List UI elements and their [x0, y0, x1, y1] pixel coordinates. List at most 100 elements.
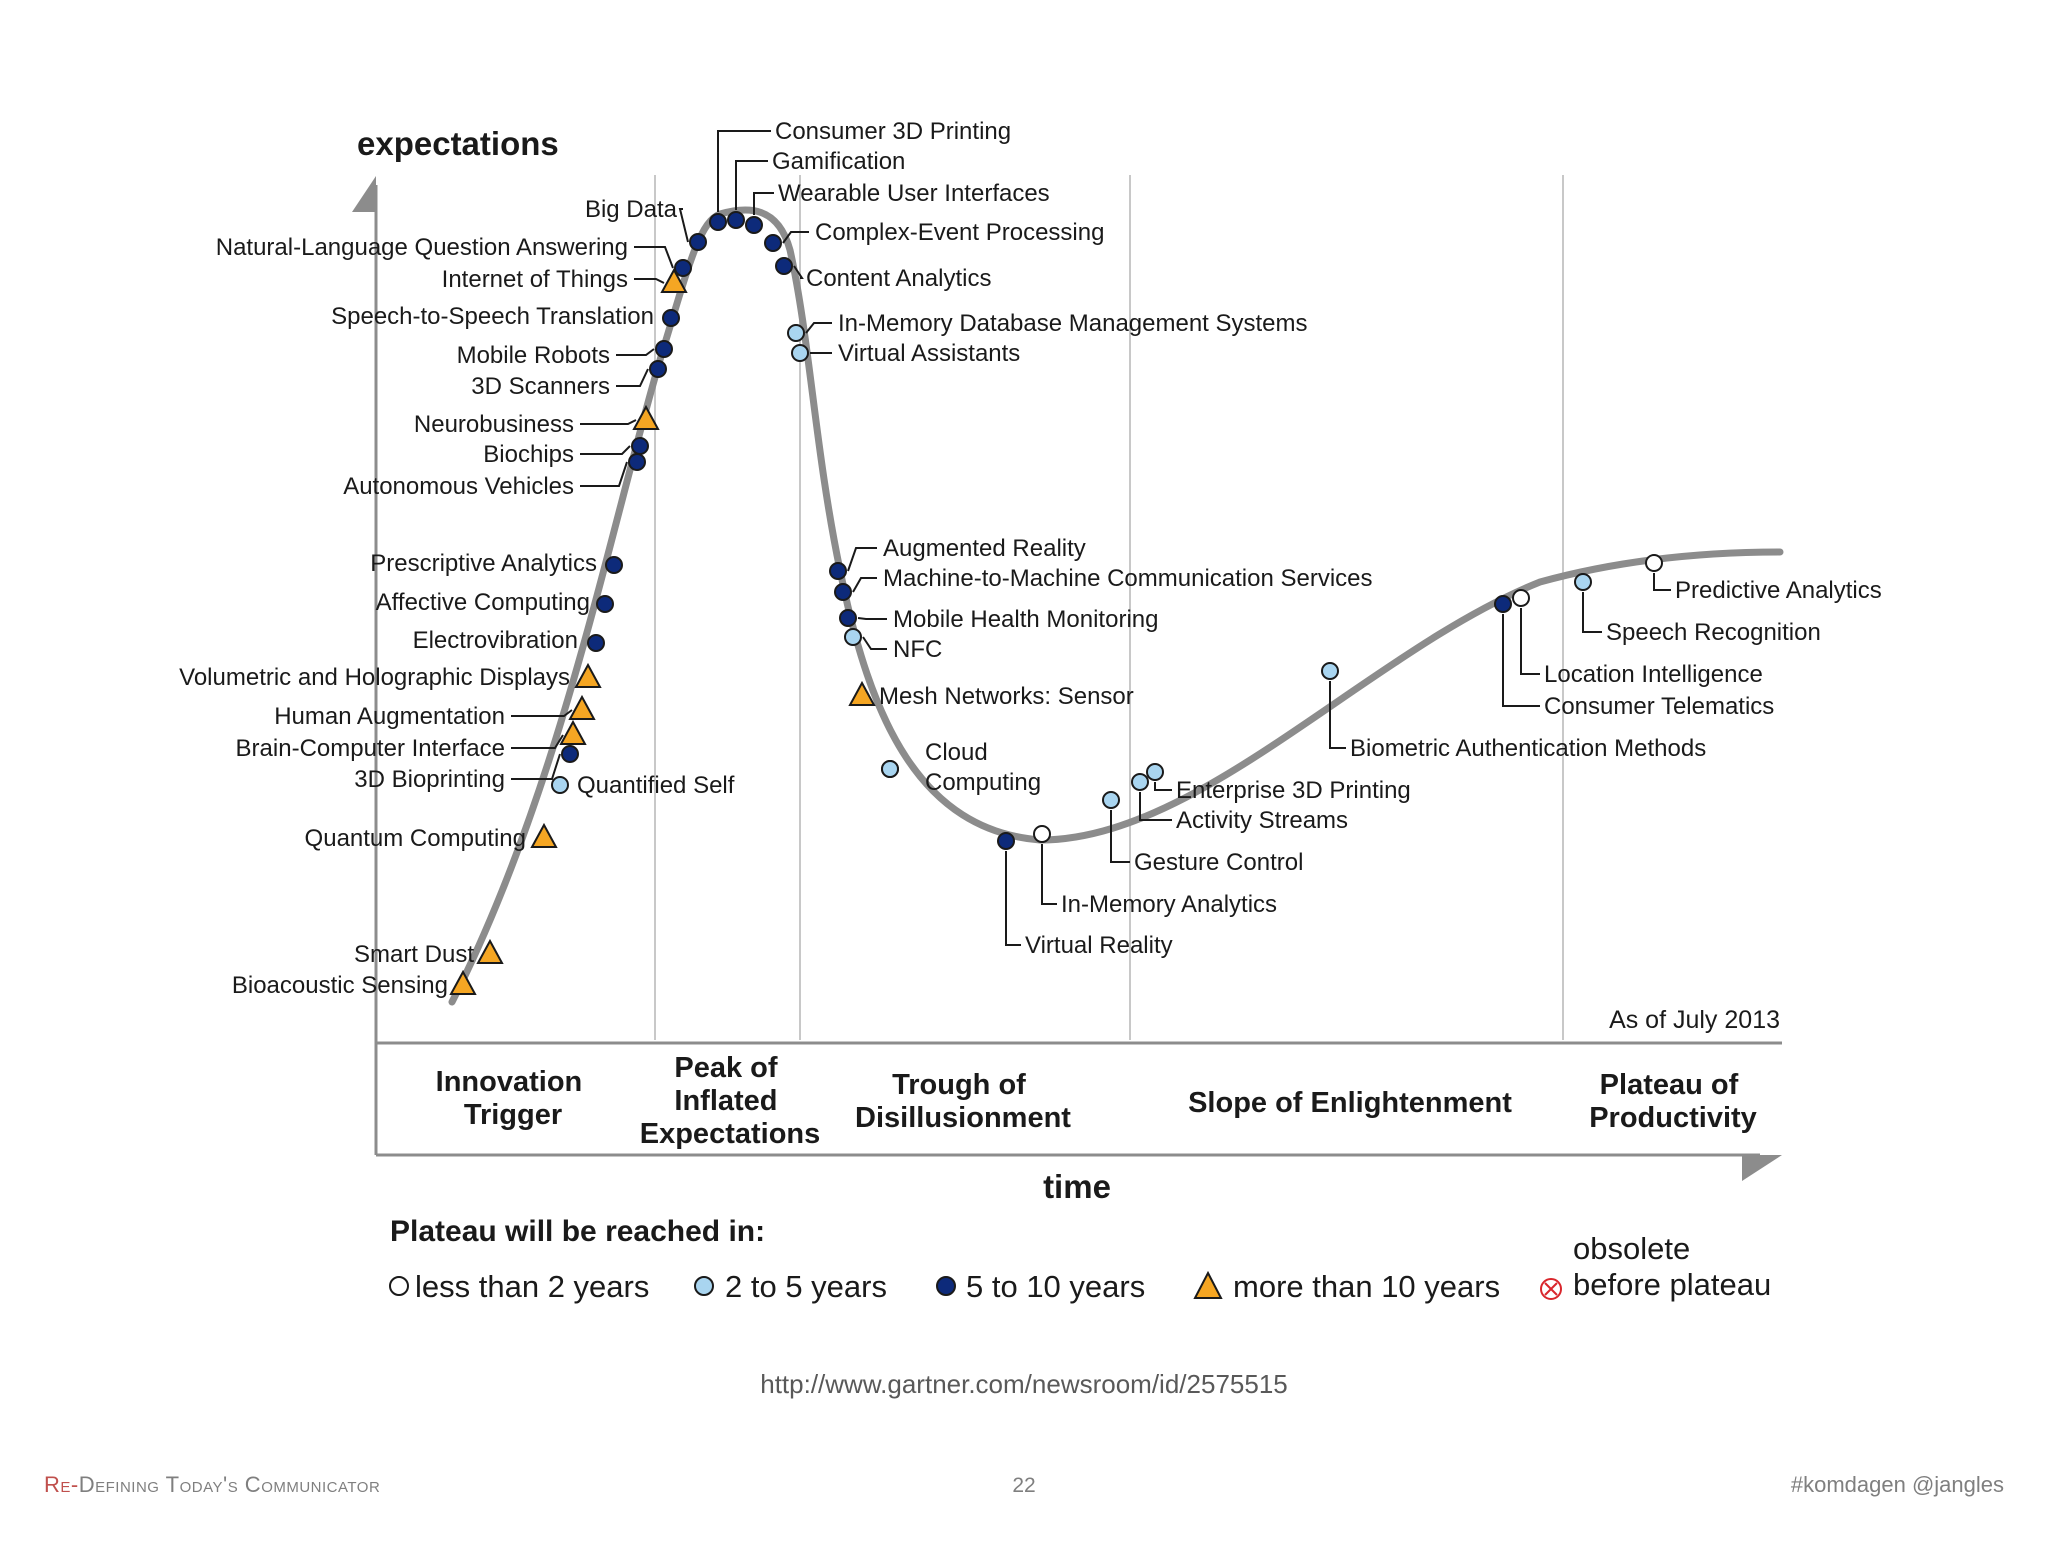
- legend-item-2-to-5-years: 2 to 5 years: [694, 1269, 887, 1304]
- orange-triangle-icon: [1193, 1270, 1223, 1299]
- tech-quantified-self: Quantified Self: [551, 772, 735, 799]
- tech-consumer-3d-printing: Consumer 3D Printing: [709, 118, 1011, 231]
- tech-label: Quantified Self: [577, 772, 735, 799]
- tech-virtual-assistants: Virtual Assistants: [791, 340, 1020, 367]
- orange-triangle-icon: [660, 267, 688, 293]
- light-blue-circle-icon: [787, 324, 805, 342]
- light-blue-circle-icon: [1102, 791, 1120, 809]
- orange-triangle-icon: [848, 680, 876, 706]
- tech-gesture-control: Gesture Control: [1102, 791, 1303, 876]
- tech-label: Prescriptive Analytics: [370, 550, 597, 577]
- axes: [352, 176, 1782, 1181]
- tech-big-data: Big Data: [585, 196, 707, 251]
- white-circle-icon: [1512, 589, 1530, 607]
- tech-label: 3D Scanners: [471, 373, 610, 400]
- tech-label: Smart Dust: [354, 941, 474, 968]
- tech-label: Electrovibration: [413, 627, 578, 654]
- svg-text:5 to 10 years: 5 to 10 years: [966, 1269, 1145, 1304]
- tech-label: Mobile Robots: [457, 342, 610, 369]
- leader-line: [1110, 810, 1130, 863]
- tech-wearable-user-interfaces: Wearable User Interfaces: [745, 180, 1050, 234]
- svg-text:before plateau: before plateau: [1573, 1267, 1771, 1302]
- tech-label: Wearable User Interfaces: [778, 180, 1050, 207]
- tech-gamification: Gamification: [727, 148, 905, 229]
- tech-biochips: Biochips: [483, 437, 649, 468]
- svg-text:2 to 5 years: 2 to 5 years: [725, 1269, 887, 1304]
- tech-label: Bioacoustic Sensing: [232, 972, 448, 999]
- tech-neurobusiness: Neurobusiness: [414, 404, 660, 438]
- tech-predictive-analytics: Predictive Analytics: [1645, 554, 1882, 604]
- tech-label: Consumer 3D Printing: [775, 118, 1011, 145]
- leader-line: [1041, 844, 1057, 905]
- light-blue-circle-icon: [1321, 662, 1339, 680]
- tech-bioacoustic-sensing: Bioacoustic Sensing: [232, 969, 477, 999]
- legend-item-less-than-2-years: less than 2 years: [389, 1269, 649, 1304]
- tech-virtual-reality: Virtual Reality: [997, 832, 1173, 959]
- light-blue-circle-icon: [881, 760, 899, 778]
- tech-label: Complex-Event Processing: [815, 219, 1104, 246]
- tech-label: Augmented Reality: [883, 535, 1086, 562]
- dark-blue-circle-icon: [561, 745, 579, 763]
- orange-triangle-icon: [632, 404, 660, 430]
- dark-blue-circle-icon: [605, 556, 623, 574]
- tech-label: Big Data: [585, 196, 678, 223]
- leader-line: [735, 160, 768, 210]
- orange-triangle-icon: [449, 969, 477, 995]
- tech-electrovibration: Electrovibration: [413, 627, 605, 654]
- footer-title-accent: Re-: [44, 1472, 79, 1497]
- tech-label: Enterprise 3D Printing: [1176, 777, 1411, 804]
- tech-content-analytics: Content Analytics: [775, 257, 991, 292]
- leader-line: [805, 322, 832, 334]
- leader-line: [1139, 792, 1172, 821]
- dark-blue-circle-icon: [709, 213, 727, 231]
- tech-activity-streams: Activity Streams: [1131, 773, 1348, 834]
- tech-mobile-robots: Mobile Robots: [457, 340, 673, 369]
- leader-line: [511, 753, 561, 780]
- leader-line: [678, 208, 689, 243]
- tech-computing: Computing: [881, 760, 1041, 796]
- tech-speech-to-speech-translation: Speech-to-Speech Translation: [331, 303, 680, 330]
- tech-prescriptive-analytics: Prescriptive Analytics: [370, 550, 623, 577]
- source-url: http://www.gartner.com/newsroom/id/25755…: [760, 1369, 1288, 1399]
- tech-label: Natural-Language Question Answering: [216, 234, 628, 261]
- tech-label: Machine-to-Machine Communication Service…: [883, 565, 1373, 592]
- light-blue-circle-icon: [1146, 763, 1164, 781]
- leader-line: [753, 192, 774, 215]
- light-blue-circle-icon: [791, 344, 809, 362]
- tech-machine-to-machine-communication-services: Machine-to-Machine Communication Service…: [834, 565, 1373, 601]
- as-of-date: As of July 2013: [1609, 1006, 1780, 1034]
- leader-line: [857, 617, 887, 620]
- dark-blue-circle-icon: [655, 340, 673, 358]
- tech-internet-of-things: Internet of Things: [442, 266, 688, 293]
- dark-blue-circle-icon: [839, 609, 857, 627]
- tech-label: 3D Bioprinting: [354, 766, 505, 793]
- orange-triangle-icon: [574, 662, 602, 688]
- tech-label: Neurobusiness: [414, 411, 574, 438]
- footer-title: Re-Defining Today's Communicator: [44, 1472, 380, 1498]
- white-circle-icon: [389, 1276, 409, 1296]
- svg-text:less than 2 years: less than 2 years: [415, 1269, 649, 1304]
- dark-blue-circle-icon: [649, 360, 667, 378]
- dark-blue-circle-icon: [631, 437, 649, 455]
- legend-item-5-to-10-years: 5 to 10 years: [936, 1269, 1145, 1304]
- tech-natural-language-question-answering: Natural-Language Question Answering: [216, 234, 692, 277]
- leader-line: [1005, 851, 1021, 946]
- footer-title-rest: Defining Today's Communicator: [78, 1472, 381, 1497]
- phase-labels: Innovation Trigger Peak of Inflated Expe…: [436, 1052, 1757, 1150]
- tech-label: Consumer Telematics: [1544, 693, 1774, 720]
- technology-markers: Bioacoustic Sensing Smart Dust Quantum Com…: [179, 118, 1882, 999]
- tech-label: Mobile Health Monitoring: [893, 606, 1158, 633]
- tech-label: Virtual Reality: [1025, 932, 1173, 959]
- tech-brain-computer-interface: Brain-Computer Interface: [236, 719, 587, 762]
- leader-line: [1502, 614, 1540, 707]
- page-number: 22: [1012, 1474, 1036, 1497]
- footer-hashtag: #komdagen @jangles: [1790, 1472, 2004, 1497]
- tech-label: Gamification: [772, 148, 905, 175]
- tech-label: Affective Computing: [376, 589, 590, 616]
- leader-line: [580, 461, 628, 487]
- tech-label: Speech Recognition: [1606, 619, 1821, 646]
- x-axis-label: time: [1043, 1168, 1111, 1205]
- phase-trough-of-disillusionment: Trough of Disillusionment: [855, 1069, 1071, 1134]
